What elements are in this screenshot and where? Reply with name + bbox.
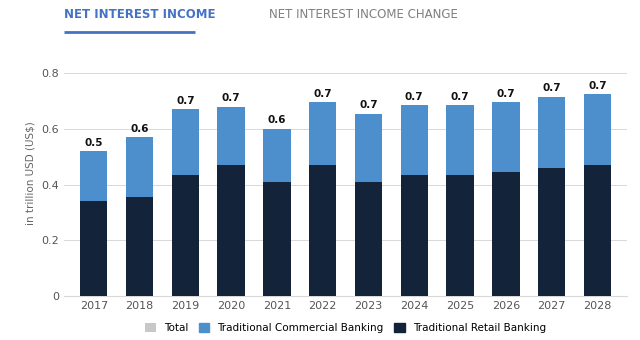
- Bar: [538, 168, 565, 296]
- Text: 0.6: 0.6: [268, 115, 286, 125]
- Bar: [492, 102, 520, 172]
- Text: 0.7: 0.7: [176, 96, 195, 106]
- Bar: [172, 109, 199, 175]
- Bar: [218, 165, 245, 296]
- Bar: [355, 114, 382, 182]
- Bar: [309, 102, 337, 165]
- Bar: [80, 151, 108, 201]
- Bar: [126, 197, 154, 296]
- Text: 0.7: 0.7: [359, 100, 378, 110]
- Bar: [263, 129, 291, 182]
- Bar: [263, 182, 291, 296]
- Bar: [401, 105, 428, 175]
- Legend: Total, Traditional Commercial Banking, Traditional Retail Banking: Total, Traditional Commercial Banking, T…: [145, 323, 546, 333]
- Text: 0.7: 0.7: [542, 83, 561, 93]
- Text: 0.7: 0.7: [497, 89, 515, 99]
- Bar: [538, 97, 565, 168]
- Bar: [309, 165, 337, 296]
- Bar: [446, 175, 474, 296]
- Bar: [172, 175, 199, 296]
- Y-axis label: in trillion USD (US$): in trillion USD (US$): [26, 121, 36, 225]
- Bar: [80, 201, 108, 296]
- Text: 0.7: 0.7: [222, 93, 241, 103]
- Text: NET INTEREST INCOME: NET INTEREST INCOME: [64, 8, 216, 21]
- Text: 0.6: 0.6: [131, 124, 149, 134]
- Text: NET INTEREST INCOME CHANGE: NET INTEREST INCOME CHANGE: [269, 8, 458, 21]
- Bar: [218, 107, 245, 165]
- Bar: [126, 137, 154, 197]
- Bar: [492, 172, 520, 296]
- Text: 0.7: 0.7: [405, 91, 424, 102]
- Bar: [446, 105, 474, 175]
- Bar: [584, 165, 611, 296]
- Text: 0.5: 0.5: [84, 137, 103, 148]
- Bar: [584, 94, 611, 165]
- Text: 0.7: 0.7: [588, 81, 607, 90]
- Bar: [401, 175, 428, 296]
- Text: 0.7: 0.7: [314, 89, 332, 99]
- Bar: [355, 182, 382, 296]
- Text: 0.7: 0.7: [451, 91, 469, 102]
